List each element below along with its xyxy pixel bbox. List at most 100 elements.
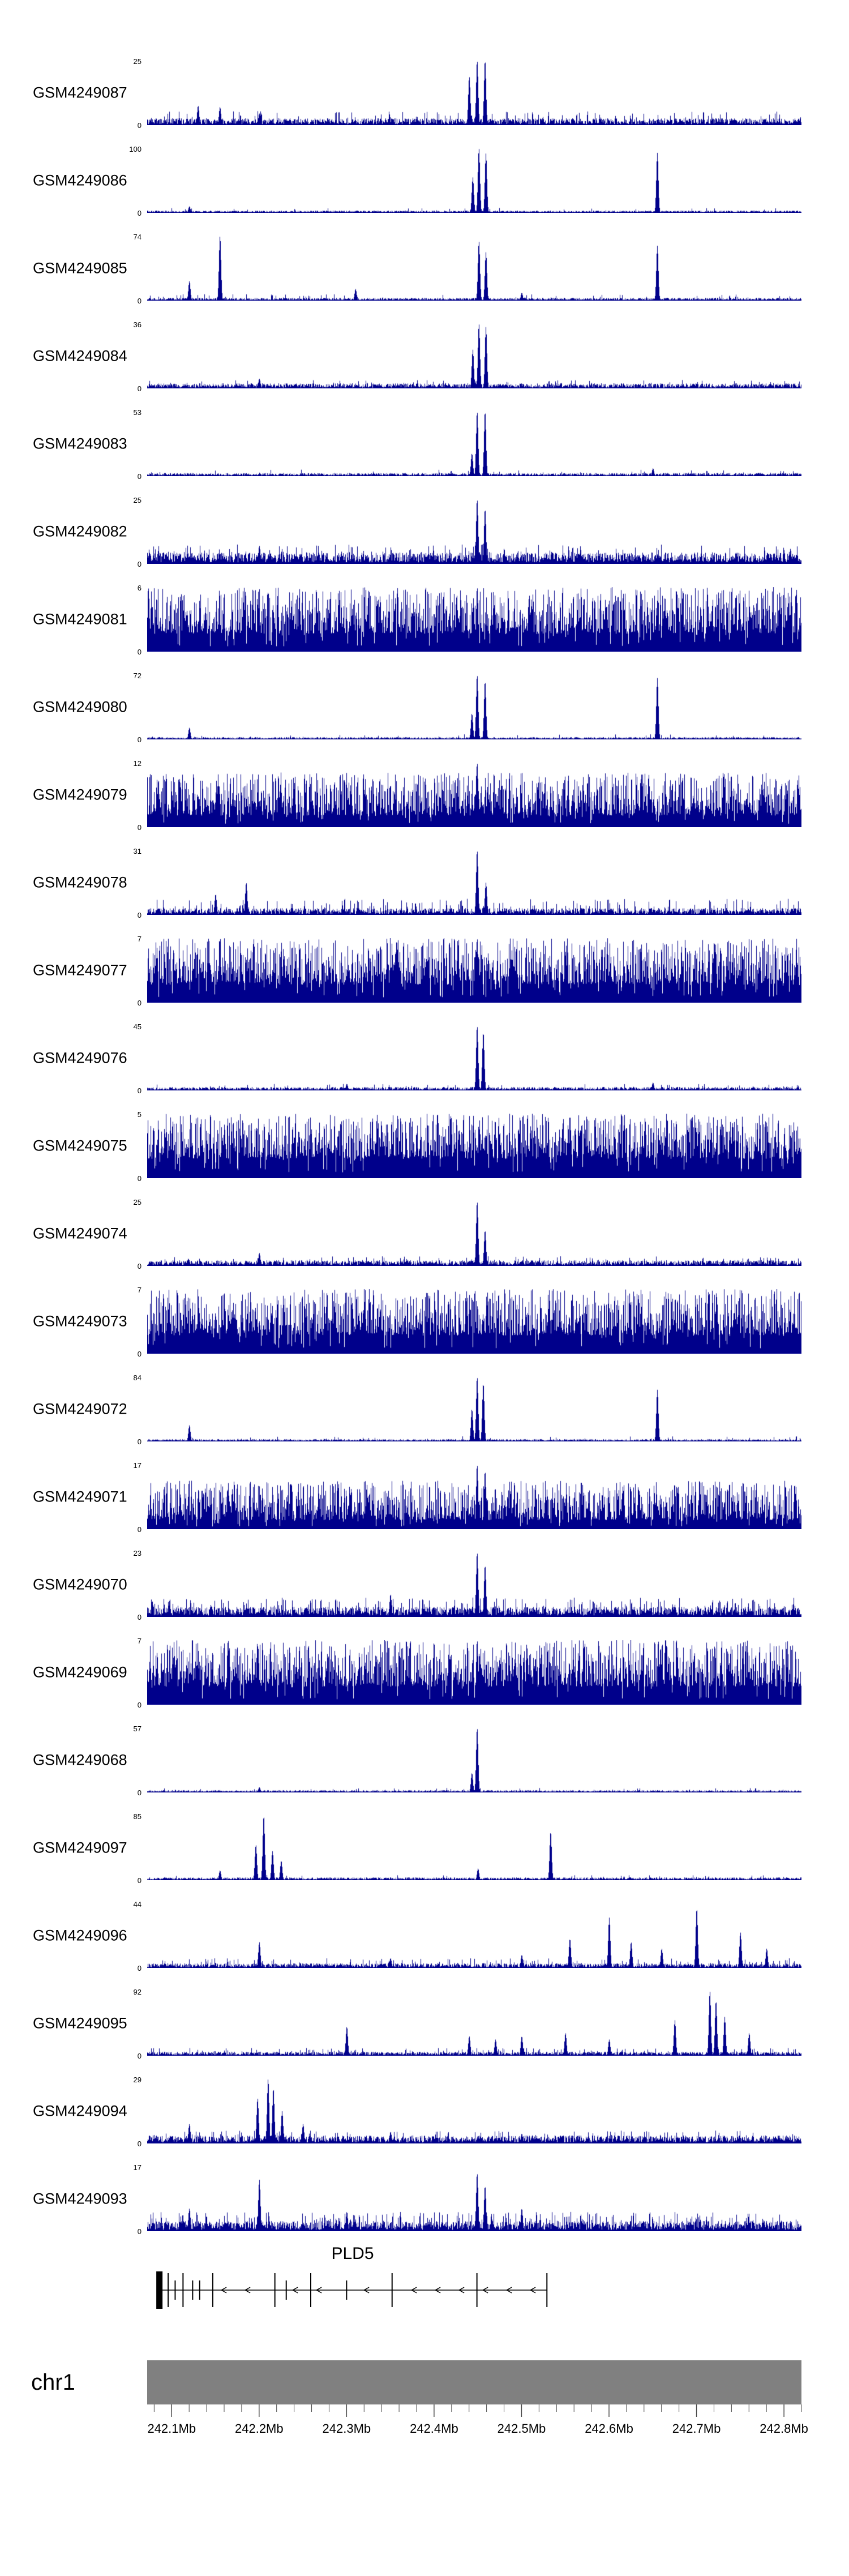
gene-track: PLD5 (156, 2244, 548, 2309)
y-axis-zero-label: 0 (137, 209, 142, 217)
y-axis-max-label: 92 (133, 1988, 142, 1996)
y-axis-max-label: 31 (133, 847, 142, 855)
coverage-signal-canvas (147, 1026, 801, 1090)
y-axis-max-label: 44 (133, 1900, 142, 1909)
track-label: GSM4249069 (33, 1663, 127, 1681)
coverage-plot (147, 1903, 801, 1968)
track-label: GSM4249081 (33, 610, 127, 628)
coverage-signal-canvas (147, 148, 801, 213)
track-row: GSM4249075 5 0 (0, 1110, 849, 1183)
strand-arrow-left (458, 2287, 465, 2293)
y-axis-zero-label: 0 (137, 121, 142, 130)
track-row: GSM4249093 17 0 (0, 2163, 849, 2236)
track-row: GSM4249094 29 0 (0, 2076, 849, 2148)
coverage-plot (147, 499, 801, 564)
track-row: GSM4249096 44 0 (0, 1900, 849, 1972)
coverage-signal-canvas (147, 1640, 801, 1705)
coverage-signal-canvas (147, 1465, 801, 1529)
track-row: GSM4249073 7 0 (0, 1286, 849, 1358)
signal-tracks: GSM4249087 25 0 GSM4249086 100 0 GSM4249085 74 0… (0, 57, 849, 2254)
gene-model (156, 2271, 548, 2309)
track-row: GSM4249076 45 0 (0, 1022, 849, 1095)
y-axis-zero-label: 0 (137, 648, 142, 656)
coverage-signal-canvas (147, 938, 801, 1003)
coverage-plot (147, 938, 801, 1003)
y-axis-max-label: 7 (137, 1286, 142, 1294)
coverage-plot (147, 1465, 801, 1529)
track-row: GSM4249083 53 0 (0, 408, 849, 481)
coverage-signal-canvas (147, 2079, 801, 2143)
coverage-plot (147, 1552, 801, 1617)
y-axis-zero-label: 0 (137, 1350, 142, 1358)
coverage-plot (147, 412, 801, 476)
coordinate-ruler: 242.1Mb 242.2Mb 242.3Mb 242.4Mb 242.5Mb 242.6… (147, 2404, 808, 2436)
ruler-tick-label: 242.2Mb (235, 2421, 284, 2436)
chromosome-label: chr1 (31, 2370, 75, 2395)
y-axis-max-label: 85 (133, 1812, 142, 1821)
y-axis-max-label: 57 (133, 1725, 142, 1733)
track-label: GSM4249097 (33, 1839, 127, 1856)
y-axis-max-label: 25 (133, 1198, 142, 1206)
coverage-plot (147, 1640, 801, 1705)
y-axis-max-label: 45 (133, 1022, 142, 1031)
y-axis-zero-label: 0 (137, 472, 142, 481)
y-axis-max-label: 6 (137, 584, 142, 592)
coverage-signal-canvas (147, 324, 801, 388)
track-label: GSM4249072 (33, 1400, 127, 1418)
y-axis-max-label: 7 (137, 1637, 142, 1645)
track-row: GSM4249069 7 0 (0, 1637, 849, 1709)
track-label: GSM4249078 (33, 874, 127, 891)
coverage-plot (147, 324, 801, 388)
coverage-signal-canvas (147, 1114, 801, 1178)
y-axis-max-label: 100 (129, 145, 142, 153)
track-label: GSM4249093 (33, 2190, 127, 2207)
gene-first-exon (156, 2271, 163, 2309)
strand-arrow-left (410, 2287, 417, 2293)
coverage-signal-canvas (147, 236, 801, 301)
y-axis-max-label: 53 (133, 408, 142, 417)
track-row: GSM4249097 85 0 (0, 1812, 849, 1885)
y-axis-zero-label: 0 (137, 2139, 142, 2148)
track-row: GSM4249095 92 0 (0, 1988, 849, 2060)
track-label: GSM4249086 (33, 172, 127, 189)
coverage-plot (147, 763, 801, 827)
y-axis-zero-label: 0 (137, 1876, 142, 1885)
y-axis-zero-label: 0 (137, 560, 142, 568)
y-axis-max-label: 17 (133, 2163, 142, 2172)
y-axis-max-label: 84 (133, 1373, 142, 1382)
y-axis-zero-label: 0 (137, 999, 142, 1007)
coverage-plot (147, 1201, 801, 1266)
coverage-signal-canvas (147, 499, 801, 564)
coverage-plot (147, 236, 801, 301)
strand-arrow-left (315, 2287, 322, 2293)
y-axis-zero-label: 0 (137, 1701, 142, 1709)
track-row: GSM4249082 25 0 (0, 496, 849, 568)
coverage-signal-canvas (147, 1201, 801, 1266)
ruler-tick-label: 242.3Mb (323, 2421, 371, 2436)
y-axis-max-label: 12 (133, 759, 142, 768)
track-row: GSM4249081 6 0 (0, 584, 849, 656)
y-axis-max-label: 25 (133, 57, 142, 66)
coverage-signal-canvas (147, 1728, 801, 1792)
track-label: GSM4249076 (33, 1049, 127, 1067)
ruler-tick-label: 242.5Mb (498, 2421, 546, 2436)
y-axis-zero-label: 0 (137, 297, 142, 305)
coverage-plot (147, 61, 801, 125)
coverage-plot (147, 1377, 801, 1441)
track-row: GSM4249077 7 0 (0, 935, 849, 1007)
track-label: GSM4249085 (33, 259, 127, 277)
coverage-plot (147, 1289, 801, 1354)
ruler-tick-label: 242.1Mb (147, 2421, 196, 2436)
ruler-tick-label: 242.8Mb (760, 2421, 808, 2436)
y-axis-zero-label: 0 (137, 1086, 142, 1095)
track-row: GSM4249087 25 0 (0, 57, 849, 130)
gene-name-label: PLD5 (331, 2244, 374, 2263)
track-row: GSM4249080 72 0 (0, 671, 849, 744)
ruler-tick-label: 242.4Mb (410, 2421, 458, 2436)
track-label: GSM4249095 (33, 2014, 127, 2032)
track-label: GSM4249070 (33, 1576, 127, 1593)
coverage-plot (147, 1728, 801, 1792)
track-row: GSM4249071 17 0 (0, 1461, 849, 1534)
y-axis-max-label: 23 (133, 1549, 142, 1557)
ruler-tick-label: 242.6Mb (585, 2421, 633, 2436)
